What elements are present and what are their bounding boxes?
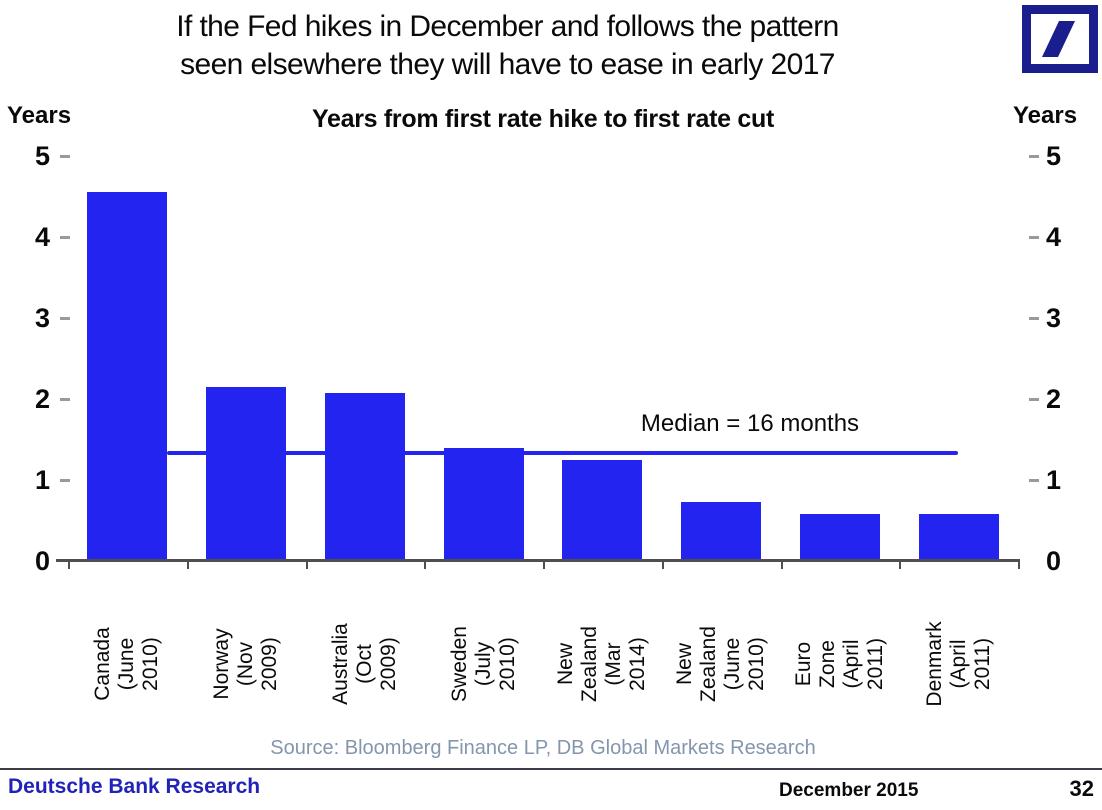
y-tick-mark-left-1: [60, 479, 70, 482]
x-category-label-1: Norway (Nov 2009): [187, 572, 306, 756]
bar-2: [324, 393, 405, 561]
x-tick-mark-0: [68, 561, 70, 569]
y-tick-mark-left-2: [60, 398, 70, 401]
x-tick-mark-7: [899, 561, 901, 569]
x-category-label-7: Denmark (April 2011): [899, 572, 1018, 756]
y-tick-label-right-3: 3: [1046, 303, 1062, 333]
x-category-label-text-4: New Zealand (Mar 2014): [554, 626, 650, 702]
bar-4: [562, 460, 643, 561]
x-tick-mark-4: [543, 561, 545, 569]
slide-title: If the Fed hikes in December and follows…: [0, 8, 1015, 84]
y-axis-unit-right: Years: [1013, 102, 1078, 129]
x-tick-mark-6: [781, 561, 783, 569]
x-axis-labels: Canada (June 2010) Norway (Nov 2009) Austr…: [68, 572, 1018, 756]
y-tick-label-left-0: 0: [34, 546, 50, 576]
y-tick-mark-left-4: [60, 236, 70, 239]
slide-title-line-1: If the Fed hikes in December and follows…: [176, 10, 839, 43]
y-tick-label-left-4: 4: [34, 222, 50, 252]
x-category-label-3: Sweden (July 2010): [424, 572, 543, 756]
y-tick-label-left-3: 3: [34, 303, 50, 333]
y-tick-mark-right-4: [1029, 236, 1039, 239]
y-tick-mark-right-5: [1029, 155, 1039, 158]
median-line: [167, 451, 958, 455]
chart-title: Years from first rate hike to first rate…: [312, 105, 774, 133]
deutsche-bank-logo-icon: [1022, 5, 1098, 73]
slide-title-line-2: seen elsewhere they will have to ease in…: [180, 48, 835, 81]
x-category-label-text-7: Denmark (April 2011): [922, 621, 994, 707]
median-annotation: Median = 16 months: [640, 410, 860, 437]
source-note: Source: Bloomberg Finance LP, DB Global …: [270, 737, 816, 759]
x-category-label-text-1: Norway (Nov 2009): [210, 628, 282, 700]
x-category-label-text-0: Canada (June 2010): [91, 627, 163, 701]
y-tick-label-right-0: 0: [1046, 546, 1062, 576]
bar-6: [799, 514, 880, 561]
y-axis-unit-left: Years: [7, 102, 72, 129]
plot-area: [68, 156, 1018, 561]
bar-7: [918, 514, 999, 561]
x-axis-line: [56, 559, 1020, 562]
x-category-label-0: Canada (June 2010): [68, 572, 187, 756]
y-tick-mark-right-3: [1029, 317, 1039, 320]
footer-date: December 2015: [779, 780, 919, 801]
bar-1: [206, 387, 287, 561]
x-tick-mark-5: [662, 561, 664, 569]
x-category-label-text-2: Australia (Oct 2009): [328, 623, 400, 705]
y-tick-mark-right-2: [1029, 398, 1039, 401]
x-category-label-6: Euro Zone (April 2011): [781, 572, 900, 756]
y-tick-label-right-5: 5: [1046, 141, 1062, 171]
y-tick-label-right-2: 2: [1046, 384, 1062, 414]
x-tick-mark-3: [424, 561, 426, 569]
x-category-label-text-3: Sweden (July 2010): [447, 626, 519, 702]
x-tick-mark-1: [187, 561, 189, 569]
y-tick-label-left-1: 1: [34, 465, 50, 495]
x-category-label-5: New Zealand (June 2010): [662, 572, 781, 756]
bar-0: [87, 192, 168, 561]
y-tick-label-right-1: 1: [1046, 465, 1062, 495]
y-tick-label-left-5: 5: [34, 141, 50, 171]
x-category-label-2: Australia (Oct 2009): [306, 572, 425, 756]
x-category-label-text-6: Euro Zone (April 2011): [791, 637, 887, 691]
bar-5: [681, 502, 762, 561]
y-tick-mark-left-3: [60, 317, 70, 320]
y-tick-label-right-4: 4: [1046, 222, 1062, 252]
x-tick-mark-2: [306, 561, 308, 569]
x-category-label-text-5: New Zealand (June 2010): [673, 626, 769, 702]
x-category-label-4: New Zealand (Mar 2014): [543, 572, 662, 756]
x-tick-mark-8: [1018, 561, 1020, 569]
y-tick-mark-left-5: [60, 155, 70, 158]
y-tick-label-left-2: 2: [34, 384, 50, 414]
y-tick-mark-right-1: [1029, 479, 1039, 482]
footer-page-number: 32: [1069, 776, 1094, 801]
bar-3: [443, 448, 524, 561]
footer-brand: Deutsche Bank Research: [8, 775, 261, 798]
footer-divider: [0, 768, 1102, 770]
